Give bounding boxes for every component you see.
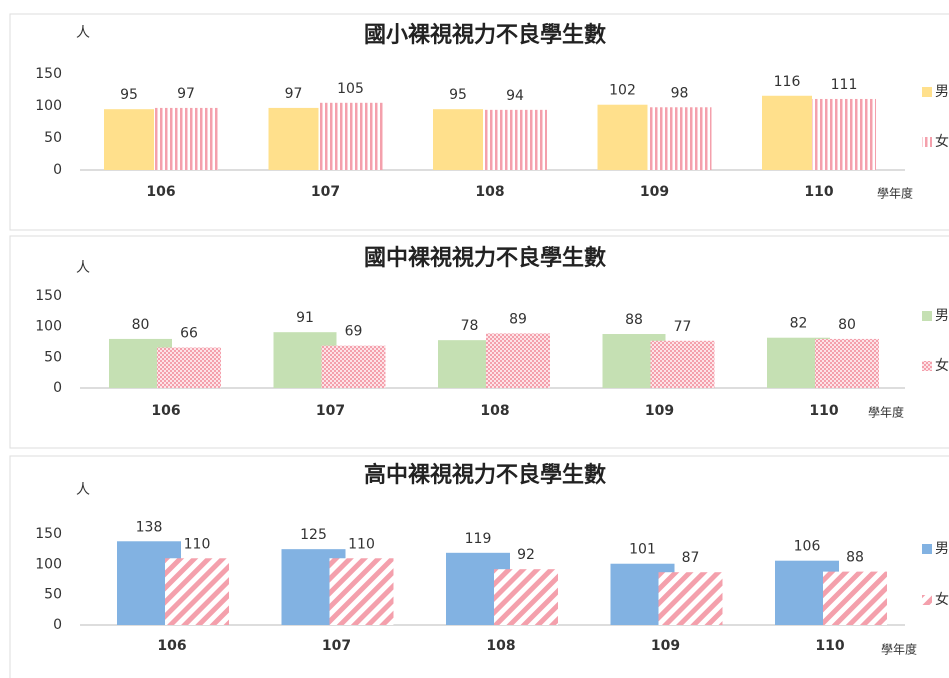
bar (647, 107, 712, 170)
data-label: 105 (337, 81, 364, 97)
data-label: 88 (846, 550, 864, 566)
data-label: 101 (629, 542, 656, 558)
legend-swatch (922, 311, 932, 321)
x-tick-label: 107 (316, 403, 345, 419)
data-label: 106 (794, 539, 821, 555)
y-axis-label: 人 (76, 25, 90, 41)
y-axis-label: 人 (76, 260, 90, 276)
data-label: 116 (774, 74, 801, 90)
bar (597, 104, 648, 170)
bar (165, 558, 229, 625)
x-tick-label: 110 (815, 638, 844, 654)
y-tick-label: 50 (44, 130, 62, 146)
y-tick-label: 100 (35, 319, 62, 335)
bar (268, 107, 319, 170)
x-tick-label: 107 (322, 638, 351, 654)
x-tick-label: 110 (809, 403, 838, 419)
x-tick-label: 109 (645, 403, 674, 419)
x-tick-label: 109 (640, 184, 669, 200)
bar (815, 338, 879, 388)
data-label: 87 (682, 550, 700, 566)
y-tick-label: 0 (53, 617, 62, 633)
bar (812, 98, 876, 170)
data-label: 110 (348, 536, 375, 552)
y-tick-label: 100 (35, 98, 62, 114)
legend-swatch (922, 544, 932, 554)
y-tick-label: 50 (44, 349, 62, 365)
legend-label: 男 (935, 84, 949, 100)
x-axis-label: 學年度 (881, 642, 917, 657)
data-label: 119 (465, 531, 492, 547)
data-label: 97 (285, 86, 303, 102)
bar (483, 109, 547, 170)
data-label: 66 (180, 326, 198, 342)
data-label: 125 (300, 527, 327, 543)
bar (494, 569, 558, 625)
data-label: 98 (671, 85, 689, 101)
data-label: 82 (790, 316, 808, 332)
legend-swatch (922, 595, 932, 605)
bar (321, 345, 386, 388)
data-label: 94 (506, 88, 524, 104)
x-tick-label: 109 (651, 638, 680, 654)
x-tick-label: 106 (151, 403, 180, 419)
x-axis-label: 學年度 (868, 405, 904, 420)
bar (762, 95, 812, 170)
data-label: 91 (296, 310, 314, 326)
legend-label: 女 (935, 133, 949, 150)
bar (154, 107, 218, 170)
legend-swatch (922, 87, 932, 97)
y-tick-label: 100 (35, 556, 62, 572)
bar (486, 333, 550, 388)
data-label: 80 (132, 317, 150, 333)
data-label: 138 (136, 519, 163, 535)
legend-label: 女 (935, 357, 949, 374)
bar (329, 558, 394, 625)
x-tick-label: 107 (311, 184, 340, 200)
chart-title: 國中裸視視力不良學生數 (364, 245, 606, 271)
data-label: 80 (838, 317, 856, 333)
x-tick-label: 108 (480, 403, 509, 419)
data-label: 78 (461, 318, 479, 334)
legend-label: 女 (935, 591, 949, 608)
legend-swatch (922, 361, 932, 371)
bar (823, 571, 887, 625)
data-label: 88 (625, 312, 643, 328)
x-axis-label: 學年度 (877, 186, 913, 201)
y-axis-label: 人 (76, 482, 90, 498)
bar (433, 109, 483, 170)
x-tick-label: 108 (486, 638, 515, 654)
data-label: 92 (517, 547, 535, 563)
x-tick-label: 106 (146, 184, 175, 200)
data-label: 97 (177, 86, 195, 102)
x-tick-label: 108 (475, 184, 504, 200)
bar (658, 572, 723, 625)
legend-swatch (922, 137, 932, 147)
data-label: 111 (831, 77, 858, 93)
data-label: 110 (184, 536, 211, 552)
bar (104, 109, 154, 170)
data-label: 95 (449, 87, 467, 103)
chart-title: 國小裸視視力不良學生數 (364, 22, 606, 48)
y-tick-label: 0 (53, 162, 62, 178)
data-label: 77 (674, 319, 692, 335)
legend-label: 男 (935, 541, 949, 557)
x-tick-label: 110 (804, 184, 833, 200)
y-tick-label: 150 (35, 288, 62, 304)
bar (318, 102, 383, 170)
data-label: 69 (345, 324, 363, 340)
data-label: 89 (509, 311, 527, 327)
data-label: 95 (120, 87, 138, 103)
data-label: 102 (609, 83, 636, 99)
bar (157, 347, 221, 388)
legend-label: 男 (935, 308, 949, 324)
chart-title: 高中裸視視力不良學生數 (364, 462, 606, 488)
x-tick-label: 106 (157, 638, 186, 654)
y-tick-label: 0 (53, 380, 62, 396)
y-tick-label: 50 (44, 587, 62, 603)
y-tick-label: 150 (35, 66, 62, 82)
bar (650, 340, 715, 388)
y-tick-label: 150 (35, 526, 62, 542)
